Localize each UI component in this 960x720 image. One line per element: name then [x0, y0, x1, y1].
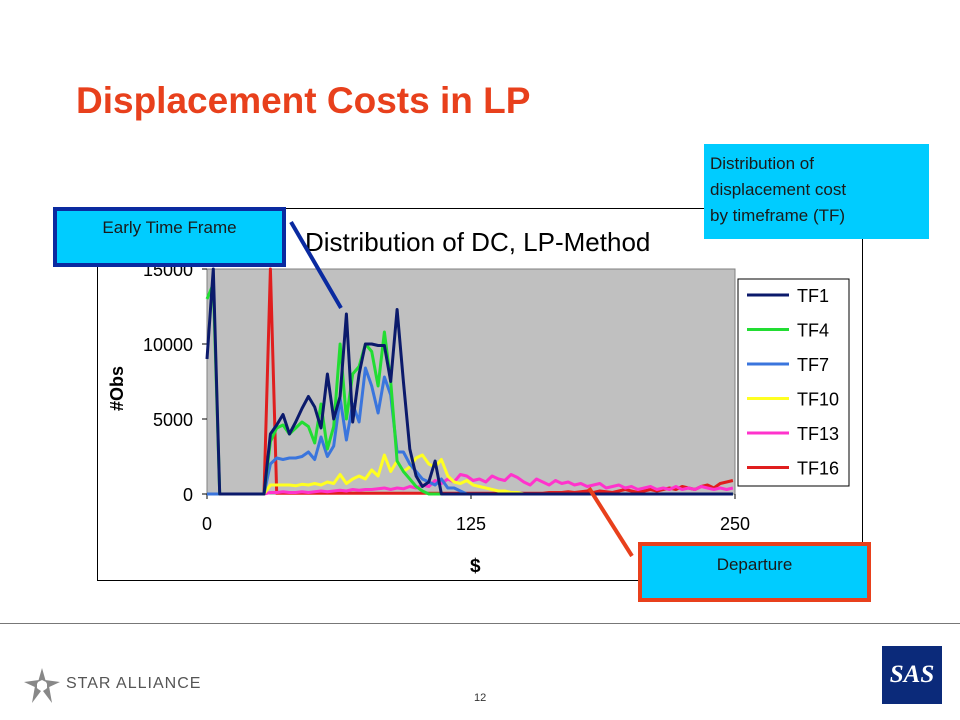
page-number: 12 — [474, 692, 487, 704]
chart-frame: Distribution of DC, LP-Method #Obs $ 0 50… — [97, 208, 863, 581]
star-alliance-logo-icon — [24, 668, 60, 703]
distribution-callout-line-1: Distribution of — [710, 154, 814, 173]
x-tick-label-1: 125 — [456, 514, 486, 534]
line-chart: Distribution of DC, LP-Method #Obs $ 0 50… — [107, 227, 850, 577]
early-time-frame-callout: Early Time Frame — [53, 207, 286, 267]
sas-logo: SAS — [882, 646, 942, 704]
chart-title: Distribution of DC, LP-Method — [305, 227, 650, 257]
legend-label-tf7: TF7 — [797, 355, 829, 375]
legend-box — [737, 278, 850, 487]
x-axis-ticks: 0 125 250 — [202, 494, 750, 534]
distribution-callout-line-2: displacement cost — [710, 180, 847, 199]
series-line-tf1 — [205, 267, 733, 496]
distribution-callout-line-3: by timeframe (TF) — [710, 206, 846, 225]
departure-callout: Departure — [638, 542, 871, 602]
footer-divider — [0, 623, 960, 624]
series-line-tf13 — [207, 473, 734, 496]
star-alliance-wordmark: STAR ALLIANCE — [66, 675, 202, 692]
distribution-callout: Distribution of displacement cost by tim… — [704, 144, 929, 239]
legend-label-tf16: TF16 — [797, 459, 839, 479]
y-tick-label-2: 10000 — [143, 335, 193, 355]
x-tick-label-2: 250 — [720, 514, 750, 534]
legend-label-tf10: TF10 — [797, 390, 839, 410]
x-axis-label: $ — [470, 556, 481, 577]
y-axis-label: #Obs — [107, 366, 127, 411]
x-tick-label-0: 0 — [202, 514, 212, 534]
series-lines — [205, 267, 734, 496]
slide-title: Displacement Costs in LP — [76, 80, 531, 121]
y-tick-label-0: 0 — [183, 485, 193, 505]
legend: TF1 TF4 TF7 TF10 TF13 TF16 — [737, 278, 850, 487]
legend-label-tf1: TF1 — [797, 286, 829, 306]
legend-label-tf13: TF13 — [797, 424, 839, 444]
legend-label-tf4: TF4 — [797, 321, 829, 341]
y-tick-label-1: 5000 — [153, 410, 193, 430]
